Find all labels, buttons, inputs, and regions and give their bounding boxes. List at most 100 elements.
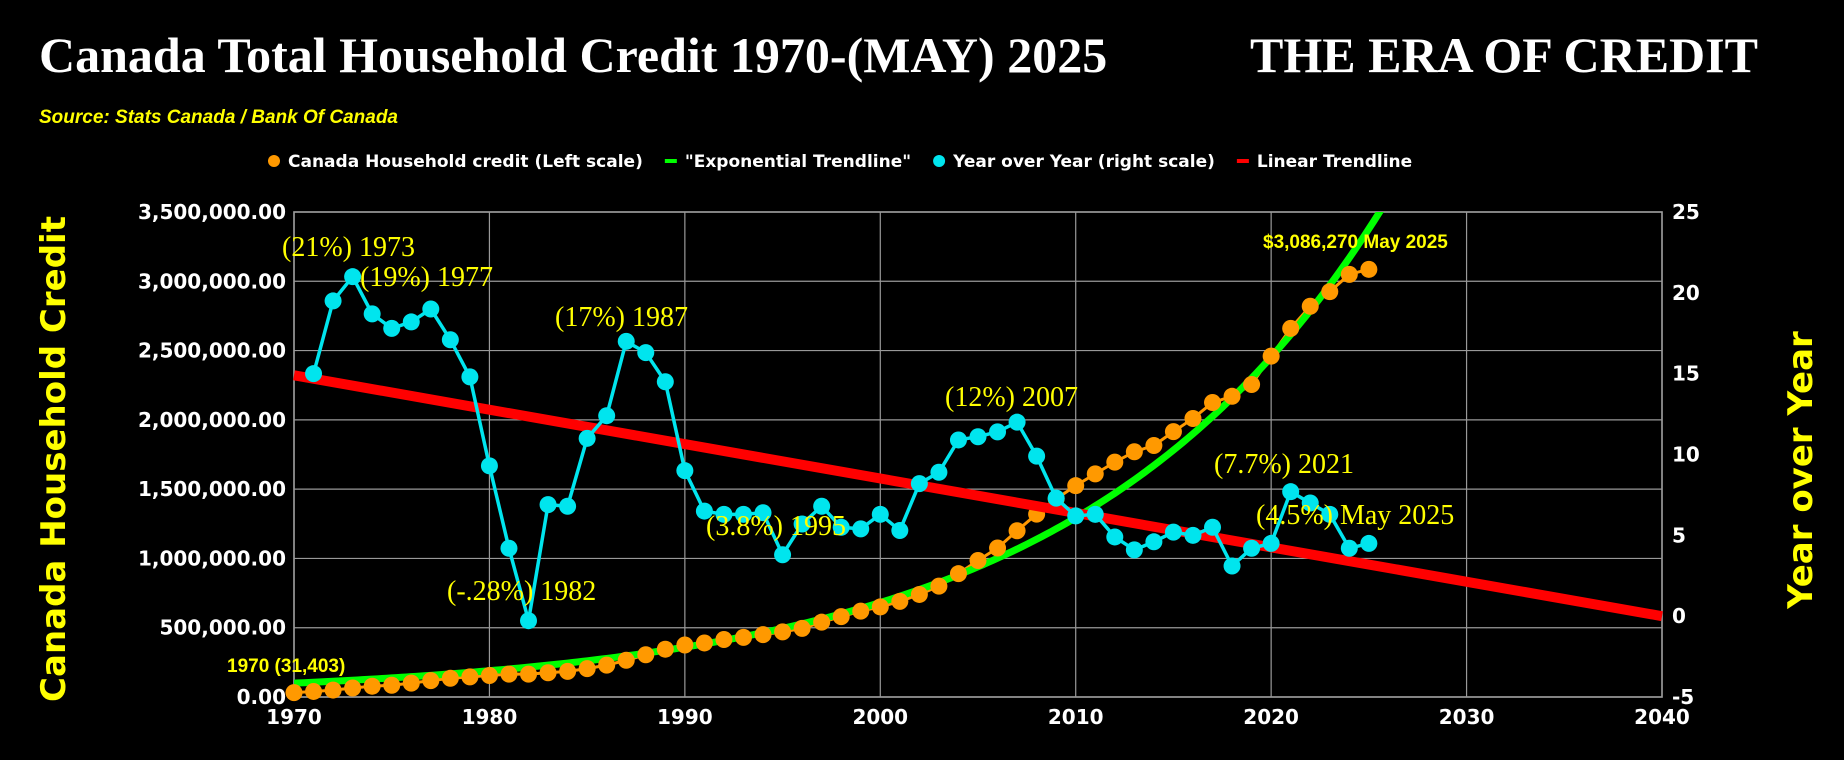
x-tick-label: 2040	[1634, 705, 1690, 729]
household-credit-point	[774, 623, 792, 641]
chart-title-right: THE ERA OF CREDIT	[1250, 27, 1758, 83]
x-tick-label: 2000	[852, 705, 908, 729]
x-tick-label: 1990	[657, 705, 713, 729]
y2-tick-label: 15	[1672, 362, 1700, 386]
yoy-point	[793, 515, 811, 533]
annotation: (4.5%) May 2025	[1256, 500, 1454, 531]
linear-trendline	[293, 370, 1663, 622]
yoy-point	[559, 497, 577, 515]
annotations: (21%) 1973 (19%) 1977 (17%) 1987 (-.28%)…	[227, 232, 1454, 677]
household-credit-point	[832, 608, 850, 626]
y-tick-label: 500,000.00	[159, 616, 286, 640]
y2-tick-label: -5	[1672, 685, 1694, 709]
household-credit-point	[500, 665, 518, 683]
yoy-point	[617, 332, 635, 350]
yoy-point	[1243, 539, 1261, 557]
household-credit-point	[539, 664, 557, 682]
household-credit-point	[383, 676, 401, 694]
annotation: (3.8%) 1995	[706, 511, 846, 542]
household-credit-point	[598, 656, 616, 674]
household-credit-point	[852, 602, 870, 620]
household-credit-point	[578, 660, 596, 678]
x-tick-label: 1970	[266, 705, 322, 729]
household-credit-point	[793, 619, 811, 637]
household-credit-point	[1360, 260, 1378, 278]
household-credit-point	[715, 630, 733, 648]
legend-label: Canada Household credit (Left scale)	[288, 152, 643, 172]
y-tick-label: 3,500,000.00	[138, 200, 286, 224]
yoy-point	[1340, 539, 1358, 557]
household-credit-point	[1184, 409, 1202, 427]
household-credit-point	[1321, 283, 1339, 301]
yoy-point	[1262, 534, 1280, 552]
yoy-point	[695, 502, 713, 520]
yoy-point	[774, 546, 792, 564]
grid	[293, 211, 1663, 698]
x-tick-label: 2010	[1048, 705, 1104, 729]
household-credit-point	[1086, 465, 1104, 483]
yoy-point	[1067, 507, 1085, 525]
annotation: (-.28%) 1982	[447, 576, 596, 607]
household-credit-point	[520, 665, 538, 683]
yoy-point	[871, 505, 889, 523]
plot-frame	[293, 211, 1663, 698]
household-credit-point	[930, 577, 948, 595]
household-credit-point	[1145, 436, 1163, 454]
household-credit-point	[1067, 477, 1085, 495]
legend-label: Year over Year (right scale)	[952, 152, 1215, 172]
y-tick-label: 3,000,000.00	[138, 269, 286, 293]
yoy-point	[1301, 494, 1319, 512]
yoy-point	[383, 319, 401, 337]
household-credit-point	[910, 585, 928, 603]
household-credit-point	[480, 667, 498, 685]
yoy-point	[891, 521, 909, 539]
yoy-point	[754, 504, 772, 522]
plot-marks	[285, 212, 1663, 702]
yoy-point	[656, 373, 674, 391]
household-credit-point	[969, 552, 987, 570]
household-credit-point	[891, 592, 909, 610]
yoy-point	[1047, 489, 1065, 507]
yoy-point	[578, 429, 596, 447]
yoy-point	[344, 268, 362, 286]
household-credit-point	[734, 628, 752, 646]
yoy-point	[305, 365, 323, 383]
household-credit-point	[656, 640, 674, 658]
yoy-point	[637, 344, 655, 362]
household-credit-point	[1243, 376, 1261, 394]
yoy-line	[311, 273, 1370, 622]
household-credit-point	[559, 662, 577, 680]
household-credit-point	[1106, 453, 1124, 471]
x-tick-label: 1980	[462, 705, 518, 729]
yoy-point	[1145, 533, 1163, 551]
household-credit-point	[754, 626, 772, 644]
yoy-point	[520, 612, 538, 630]
y-tick-label: 2,000,000.00	[138, 408, 286, 432]
household-credit-point	[1223, 387, 1241, 405]
y-tick-label: 2,500,000.00	[138, 339, 286, 363]
household-credit-point	[989, 539, 1007, 557]
y-tick-label: 1,500,000.00	[138, 477, 286, 501]
annotation: (12%) 2007	[945, 382, 1078, 413]
yoy-point	[832, 518, 850, 536]
yoy-point	[1360, 534, 1378, 552]
yoy-point	[1086, 505, 1104, 523]
household-credit-point	[1125, 443, 1143, 461]
yoy-point	[1204, 518, 1222, 536]
legend-marker	[933, 155, 946, 167]
yoy-point	[441, 331, 459, 349]
yoy-point	[539, 496, 557, 514]
yoy-point	[363, 305, 381, 323]
yoy-point	[1184, 526, 1202, 544]
household-credit-point	[1301, 297, 1319, 315]
yoy-point	[949, 431, 967, 449]
y-tick-label: 1,000,000.00	[138, 546, 286, 570]
yoy-point	[1321, 505, 1339, 523]
x-tick-label: 2020	[1243, 705, 1299, 729]
legend-label: "Exponential Trendline"	[685, 152, 911, 172]
y-axis-title: Canada Household Credit	[34, 216, 74, 702]
household-credit-point	[1204, 394, 1222, 412]
y2-tick-label: 5	[1672, 523, 1686, 547]
household-credit-point	[1340, 265, 1358, 283]
household-credit-point	[305, 682, 323, 700]
